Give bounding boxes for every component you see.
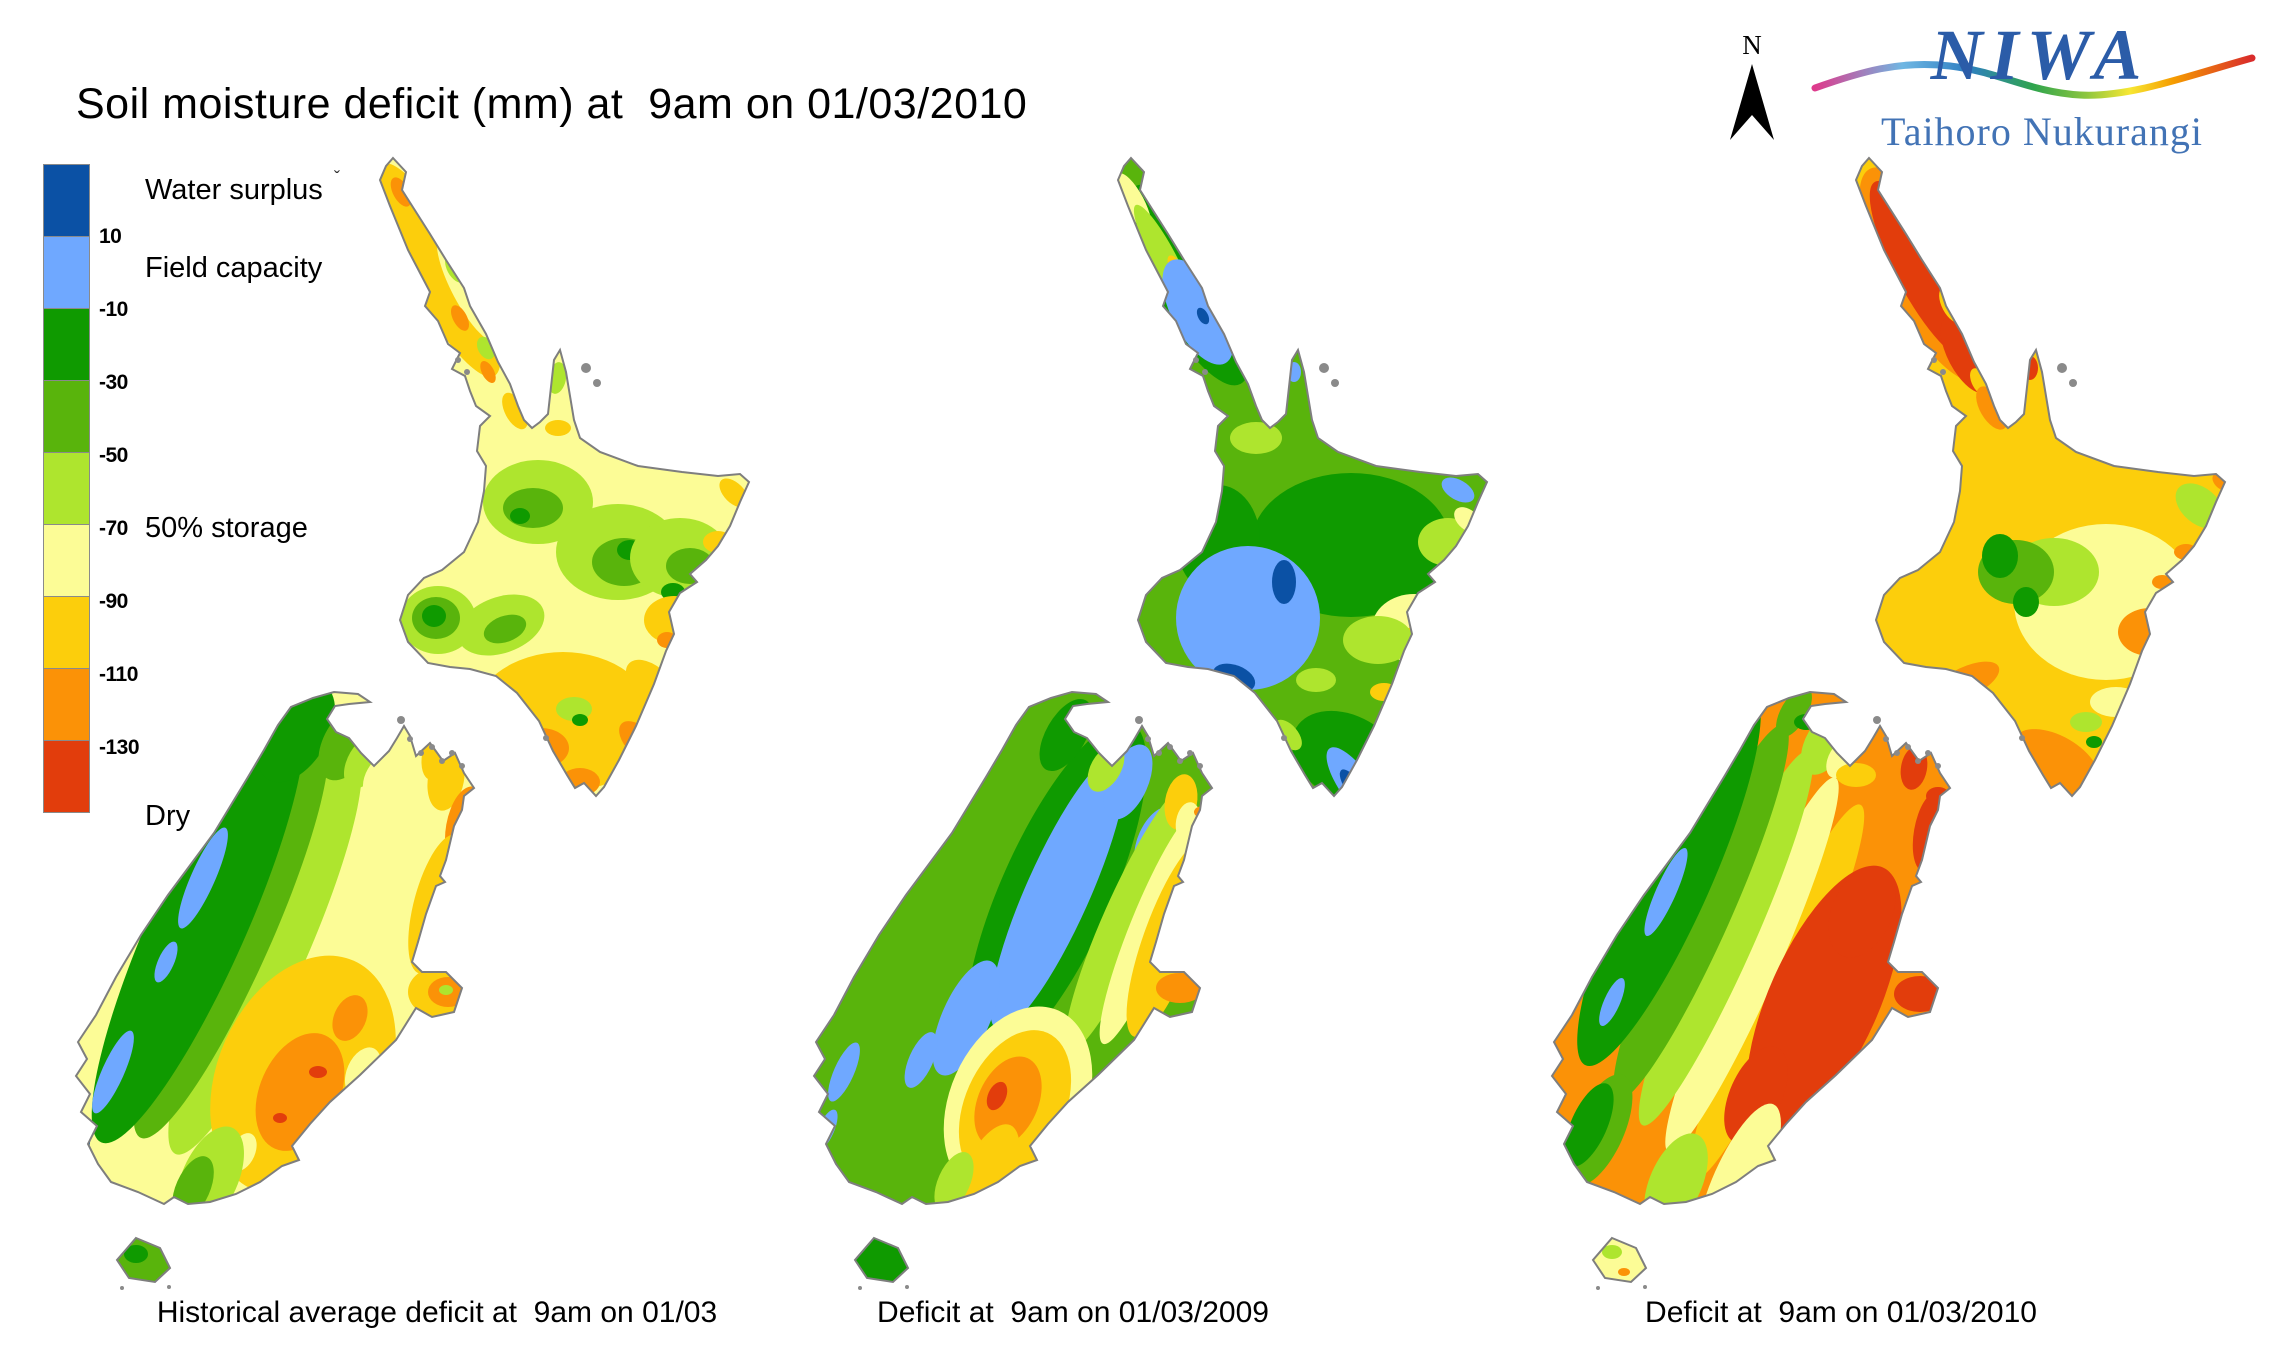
islet-icon	[1931, 357, 1937, 363]
north-island-coastline	[1854, 156, 2227, 798]
north-island-fill	[1118, 158, 1487, 796]
niwa-logo-wave-icon	[1811, 54, 2256, 99]
north-island-coastline	[1116, 156, 1489, 798]
islet-icon	[1873, 716, 1881, 724]
islet-icon	[2057, 363, 2067, 373]
legend-tick--130: -130	[99, 736, 140, 759]
stewart-island-fill	[117, 1238, 170, 1282]
stewart-island-fill	[855, 1238, 908, 1282]
islet-icon	[1202, 369, 1208, 375]
islet-icon	[581, 363, 591, 373]
south-island-coastline	[1550, 690, 1952, 1206]
islet-icon	[2019, 735, 2025, 741]
islet-icon	[459, 763, 465, 769]
stewart-island-coastline	[115, 1236, 172, 1284]
legend-block-water-surplus	[43, 164, 90, 237]
map-deficit-2010	[1550, 156, 2227, 1290]
islet-icon	[1167, 744, 1173, 750]
south-island-coastline	[812, 690, 1214, 1206]
islet-icon	[455, 357, 461, 363]
legend-label-field-capacity: Field capacity	[145, 252, 323, 284]
islet-icon	[1193, 357, 1199, 363]
north-arrow: N	[1730, 30, 1774, 140]
islet-icon	[449, 750, 455, 756]
islet-icon	[397, 716, 405, 724]
legend-color-bar	[43, 164, 90, 813]
islet-icon	[1156, 750, 1162, 756]
islet-icon	[429, 744, 435, 750]
islet-icon	[407, 736, 413, 742]
islet-icon	[1925, 750, 1931, 756]
page-title: Soil moisture deficit (mm) at 9am on 01/…	[76, 80, 1028, 128]
islet-icon	[543, 735, 549, 741]
map-caption-2009: Deficit at 9am on 01/03/2009	[877, 1296, 1269, 1329]
niwa-logo-subtitle: Taihoro Nukurangi	[1881, 109, 2203, 154]
legend-label-dry: Dry	[145, 800, 191, 832]
niwa-logo: NIWA Taihoro Nukurangi	[1811, 15, 2256, 154]
islet-icon	[120, 1286, 124, 1290]
islet-icon	[1905, 744, 1911, 750]
legend-block-deficit-110-130	[43, 668, 90, 741]
islet-icon	[1940, 369, 1946, 375]
north-label: N	[1742, 30, 1762, 60]
islet-icon	[1935, 763, 1941, 769]
islet-icon	[1319, 363, 1329, 373]
stewart-island-coastline	[1591, 1236, 1648, 1284]
islet-icon	[1197, 763, 1203, 769]
islet-icon	[1281, 735, 1287, 741]
south-island-fill	[814, 692, 1212, 1204]
north-arrow-icon	[1730, 64, 1774, 140]
map-deficit-2009	[812, 156, 1489, 1290]
map-historical-average	[74, 156, 751, 1290]
legend-tick--30: -30	[99, 371, 128, 394]
islet-icon	[2069, 379, 2077, 387]
map-caption-historical: Historical average deficit at 9am on 01/…	[156, 1296, 718, 1329]
legend-label-50-storage: 50% storage	[145, 512, 308, 544]
islet-icon	[858, 1286, 862, 1290]
islet-icon	[1596, 1286, 1600, 1290]
islet-icon	[1331, 379, 1339, 387]
islet-icon	[593, 379, 601, 387]
legend-tick-10: 10	[99, 225, 122, 248]
stewart-island-fill	[1593, 1238, 1646, 1282]
islet-icon	[418, 750, 424, 756]
islet-icon	[1145, 736, 1151, 742]
legend-block-deficit-90-110	[43, 596, 90, 669]
islet-icon	[1883, 736, 1889, 742]
islet-icon	[167, 1285, 171, 1289]
islet-icon	[464, 369, 470, 375]
islet-icon	[1177, 758, 1183, 764]
legend-label-water-surplus: Water surplus	[145, 174, 323, 206]
legend-stray-tick-mark: ˇ	[334, 168, 340, 188]
legend-block-dry	[43, 740, 90, 813]
legend-tick--50: -50	[99, 444, 128, 467]
south-island-fill	[76, 692, 474, 1204]
legend-tick--70: -70	[99, 517, 128, 540]
stewart-island-coastline	[853, 1236, 910, 1284]
legend-block-field-capacity	[43, 236, 90, 309]
islet-icon	[1643, 1285, 1647, 1289]
islet-icon	[905, 1285, 909, 1289]
islet-icon	[1135, 716, 1143, 724]
south-island-fill	[1552, 692, 1950, 1204]
legend-tick--110: -110	[99, 663, 138, 686]
north-island-fill	[1856, 158, 2225, 796]
south-island-coastline	[74, 690, 476, 1206]
niwa-logo-name: NIWA	[1930, 15, 2150, 95]
north-island-coastline	[378, 156, 751, 798]
islet-icon	[439, 758, 445, 764]
legend-tick--10: -10	[99, 298, 128, 321]
legend-tick--90: -90	[99, 590, 128, 613]
islet-icon	[1187, 750, 1193, 756]
islet-icon	[1915, 758, 1921, 764]
islet-icon	[1894, 750, 1900, 756]
map-caption-2010: Deficit at 9am on 01/03/2010	[1645, 1296, 2037, 1329]
